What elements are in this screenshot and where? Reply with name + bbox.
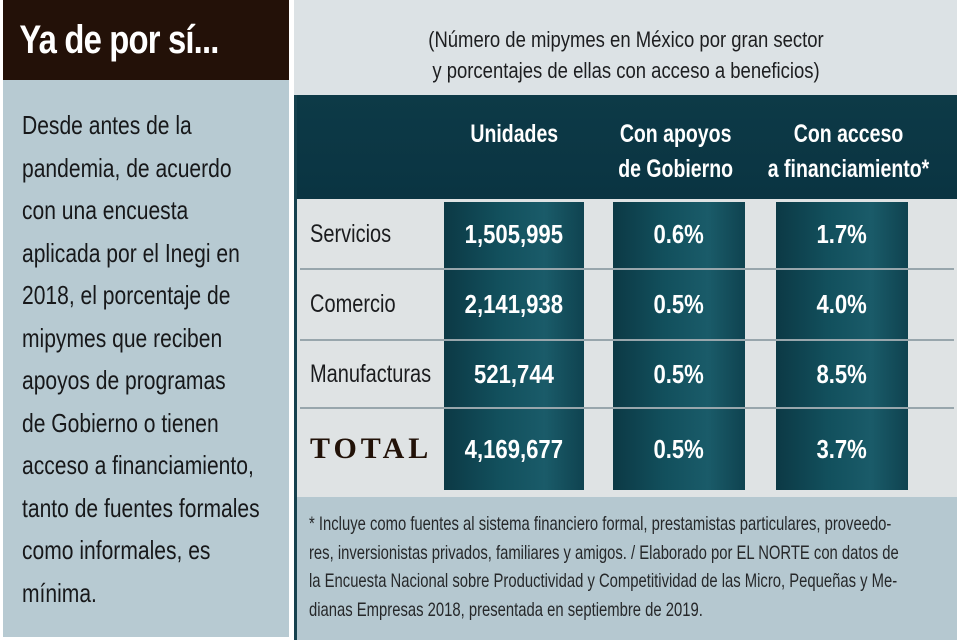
footnote-text: * Incluye como fuentes al sistema financ… [309,513,899,621]
row-divider [300,268,954,270]
headline-banner: Ya de por sí... [3,0,289,80]
cell-financiamiento: 8.5% [816,358,868,389]
cell-unidades: 521,744 [474,358,554,389]
cell-unidades: 1,505,995 [464,218,564,249]
table-subtitle: (Número de mipymes en México por gran se… [427,27,824,83]
cell-apoyos: 0.5% [653,433,705,464]
cell-apoyos: 0.5% [653,358,705,389]
panel-divider [294,95,297,640]
cell-apoyos: 0.5% [653,288,705,319]
column-header-apoyos: Con apoyos de Gobierno [618,120,734,183]
table-header [297,95,957,199]
row-label: Manufacturas [310,359,432,388]
cell-unidades: 2,141,938 [464,288,564,319]
cell-unidades: 4,169,677 [464,433,564,464]
cell-financiamiento: 4.0% [816,288,868,319]
row-label: TOTAL [310,432,433,465]
cell-financiamiento: 1.7% [816,218,868,249]
intro-text: Desde antes de la pandemia, de acuerdo c… [22,110,260,608]
column-band-financiamiento [776,202,908,490]
column-header-financiamiento: Con acceso a financiamiento* [767,120,929,183]
headline: Ya de por sí... [19,17,219,62]
footnote-area: * Incluye como fuentes al sistema financ… [297,497,957,640]
table-row-servicios: Servicios 1,505,995 0.6% 1.7% [297,200,957,268]
row-label: Servicios [310,219,392,248]
column-band-unidades [444,202,584,490]
column-band-apoyos [613,202,745,490]
table-row-comercio: Comercio 2,141,938 0.5% 4.0% [297,270,957,338]
column-header-unidades: Unidades [470,120,558,148]
subtitle-area: (Número de mipymes en México por gran se… [294,0,957,95]
cell-financiamiento: 3.7% [816,433,868,464]
intro-panel: Ya de por sí... Desde antes de la pandem… [3,0,289,637]
cell-apoyos: 0.6% [653,218,705,249]
table-row-manufacturas: Manufacturas 521,744 0.5% 8.5% [297,341,957,407]
row-divider [300,407,954,409]
table-row-total: TOTAL 4,169,677 0.5% 3.7% [297,409,957,489]
row-divider [300,339,954,341]
row-label: Comercio [310,289,396,318]
